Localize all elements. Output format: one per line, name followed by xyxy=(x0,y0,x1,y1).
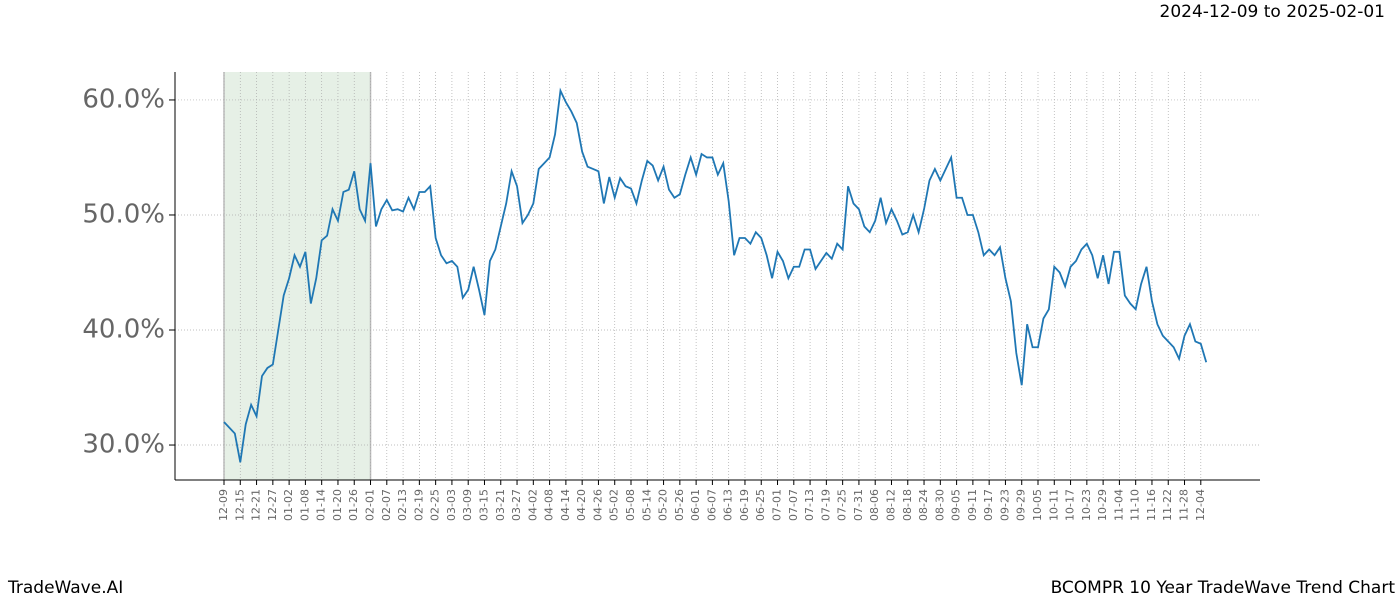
x-tick-label: 04-08 xyxy=(543,489,556,521)
x-tick-label: 05-26 xyxy=(673,489,686,521)
x-tick-label: 09-23 xyxy=(998,489,1011,521)
y-tick-label: 60.0% xyxy=(82,84,165,114)
x-tick-label: 07-01 xyxy=(771,489,784,521)
x-tick-label: 08-18 xyxy=(901,489,914,521)
x-tick-label: 12-15 xyxy=(233,489,246,521)
series-line xyxy=(223,87,1208,463)
x-tick-label: 03-09 xyxy=(461,489,474,521)
x-tick-label: 06-25 xyxy=(754,489,767,521)
x-tick-label: 06-13 xyxy=(722,489,735,521)
x-tick-label: 04-14 xyxy=(559,489,572,521)
x-tick-label: 02-13 xyxy=(396,489,409,521)
y-tick-label: 50.0% xyxy=(82,199,165,229)
x-tick-label: 03-21 xyxy=(494,489,507,521)
x-tick-label: 09-11 xyxy=(966,489,979,521)
y-tick-label: 30.0% xyxy=(82,430,165,460)
x-tick-label: 08-30 xyxy=(933,489,946,521)
x-tick-label: 12-27 xyxy=(266,489,279,521)
x-tick-label: 11-28 xyxy=(1178,489,1191,521)
highlight-span xyxy=(224,72,371,480)
x-tick-label: 06-19 xyxy=(738,489,751,521)
x-tick-label: 07-19 xyxy=(819,489,832,521)
x-tick-label: 06-01 xyxy=(689,489,702,521)
brand: TradeWave.AI xyxy=(7,578,123,598)
x-tick-label: 05-20 xyxy=(657,489,670,521)
x-tick-label: 05-14 xyxy=(640,489,653,521)
x-tick-label: 10-17 xyxy=(1064,489,1077,521)
x-tick-label: 10-11 xyxy=(1047,489,1060,521)
x-tick-label: 01-26 xyxy=(347,489,360,521)
x-tick-label: 08-12 xyxy=(884,489,897,521)
x-tick-label: 10-23 xyxy=(1080,489,1093,521)
x-tick-label: 01-20 xyxy=(331,489,344,521)
x-tick-label: 10-29 xyxy=(1096,489,1109,521)
x-tick-label: 11-10 xyxy=(1129,489,1142,521)
x-tick-label: 02-25 xyxy=(429,489,442,521)
x-tick-label: 03-03 xyxy=(445,489,458,521)
x-tick-label: 03-15 xyxy=(477,489,490,521)
x-tick-label: 10-05 xyxy=(1031,489,1044,521)
x-tick-label: 04-20 xyxy=(575,489,588,521)
x-tick-label: 08-24 xyxy=(917,489,930,521)
x-tick-label: 03-27 xyxy=(510,489,523,521)
x-tick-label: 01-02 xyxy=(282,489,295,521)
x-tick-label: 09-05 xyxy=(950,489,963,521)
x-tick-label: 07-07 xyxy=(787,489,800,521)
x-tick-label: 08-06 xyxy=(868,489,881,521)
x-tick-label: 04-02 xyxy=(526,489,539,521)
y-tick-label: 40.0% xyxy=(82,315,165,345)
x-tick-label: 07-25 xyxy=(836,489,849,521)
x-tick-label: 06-07 xyxy=(705,489,718,521)
x-tick-label: 11-16 xyxy=(1145,489,1158,521)
x-tick-label: 02-01 xyxy=(364,489,377,521)
x-tick-label: 12-04 xyxy=(1194,489,1207,521)
x-tick-label: 07-13 xyxy=(803,489,816,521)
x-tick-label: 04-26 xyxy=(591,489,604,521)
x-tick-label: 01-14 xyxy=(315,489,328,521)
x-tick-label: 12-09 xyxy=(217,489,230,521)
x-tick-label: 01-08 xyxy=(298,489,311,521)
x-tick-label: 05-08 xyxy=(624,489,637,521)
x-tick-label: 07-31 xyxy=(852,489,865,521)
x-tick-label: 02-07 xyxy=(380,489,393,521)
chart-subtitle: 2024-12-09 to 2025-02-01 xyxy=(1160,2,1385,22)
x-tick-label: 11-04 xyxy=(1112,489,1125,521)
x-tick-label: 09-17 xyxy=(982,489,995,521)
chart-title: BCOMPR 10 Year TradeWave Trend Chart xyxy=(1051,578,1396,598)
x-tick-label: 02-19 xyxy=(412,489,425,521)
x-tick-label: 05-02 xyxy=(608,489,621,521)
x-tick-label: 09-29 xyxy=(1015,489,1028,521)
x-tick-label: 12-21 xyxy=(250,489,263,521)
x-tick-label: 11-22 xyxy=(1161,489,1174,521)
